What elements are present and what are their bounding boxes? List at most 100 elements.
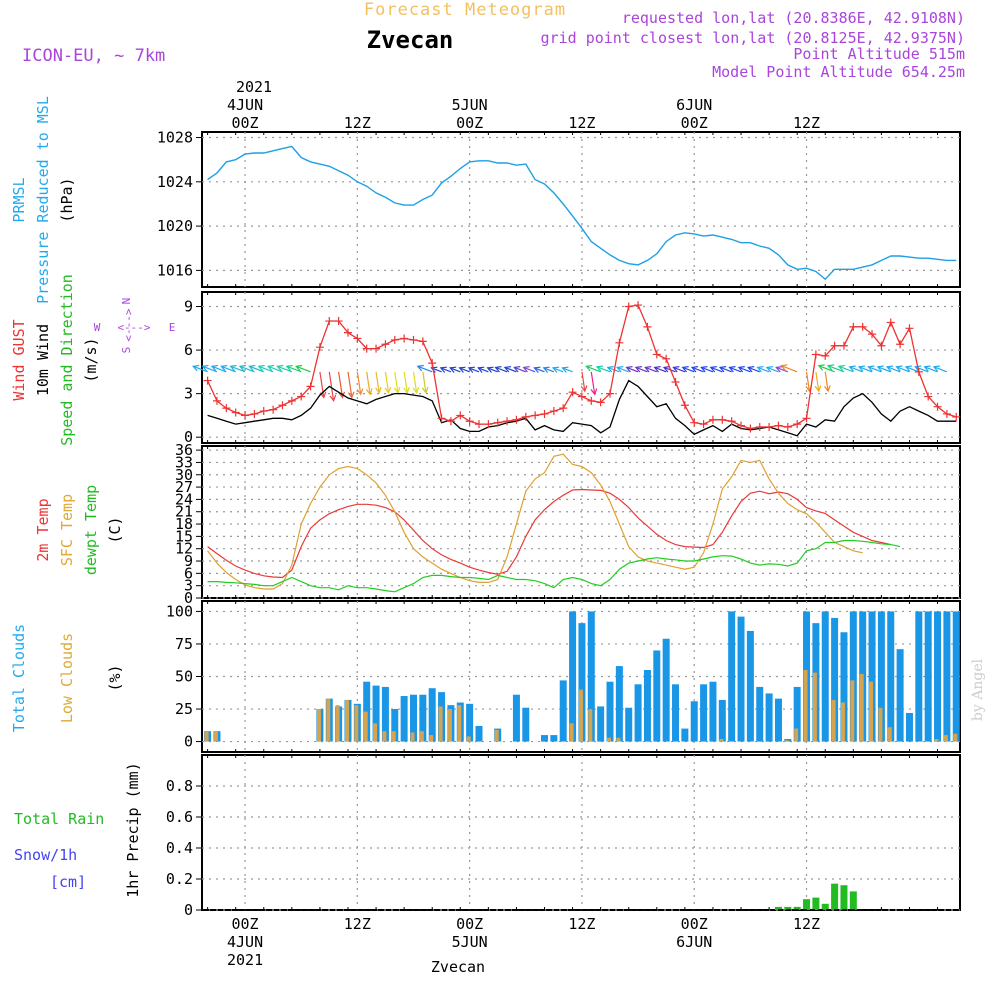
wind-barb-shaft xyxy=(295,365,311,373)
total-cloud-bar xyxy=(905,712,913,742)
gust-marker xyxy=(521,412,530,421)
wind-barb-head xyxy=(192,364,200,372)
low-cloud-bar xyxy=(934,738,939,742)
wind-barb-head xyxy=(747,366,755,373)
wind-barb xyxy=(690,366,704,373)
wind-barb-shaft xyxy=(691,366,704,373)
wind-barb xyxy=(932,365,948,373)
wind-barb-head xyxy=(533,366,541,373)
wind-barb xyxy=(616,366,629,373)
y-tick-label: 24 xyxy=(175,490,193,508)
wind-barb xyxy=(644,366,658,373)
wind-barb-head xyxy=(356,388,364,396)
total-cloud-bar xyxy=(952,611,960,742)
wind-barb-shaft xyxy=(504,366,517,373)
total-cloud-bar xyxy=(372,685,380,742)
wind-barb xyxy=(718,366,732,373)
compass-north: N xyxy=(120,298,133,305)
gust-marker xyxy=(456,411,465,420)
wind-barb-shaft xyxy=(781,365,798,373)
total-cloud-bar xyxy=(681,728,689,742)
wind-barb-shaft xyxy=(607,366,620,373)
gust-marker xyxy=(446,417,455,426)
total-cloud-bar xyxy=(541,735,549,742)
total-cloud-bar xyxy=(915,611,923,742)
gust-marker xyxy=(634,301,643,310)
rain-bar xyxy=(840,885,848,910)
wind-barb-head xyxy=(817,364,825,371)
bottom-time-label: 2021 xyxy=(227,951,263,969)
total-cloud-bar xyxy=(522,707,530,742)
total-cloud-bar xyxy=(943,611,951,742)
wind-barb-shaft xyxy=(748,366,760,373)
gust-marker xyxy=(362,344,371,353)
y-tick-label: 1016 xyxy=(157,261,193,279)
dewpoint-line xyxy=(207,539,901,593)
wind-barb-shaft xyxy=(776,366,789,373)
total-cloud-bar xyxy=(466,703,474,742)
wind-barb xyxy=(229,364,246,373)
wind-barb-shaft xyxy=(635,366,648,373)
wind-barb-head xyxy=(625,366,633,373)
y-tick-label: 9 xyxy=(184,298,193,316)
wind-barb-shaft xyxy=(412,371,418,393)
pressure-axis-label: Pressure Reduced to MSL xyxy=(34,96,52,304)
compass-west: W xyxy=(94,321,101,334)
gust-marker xyxy=(914,367,923,376)
gust-marker xyxy=(250,409,259,418)
wind-barb xyxy=(625,366,639,373)
low-cloud-bar xyxy=(326,698,331,742)
y-tick-label: 30 xyxy=(175,466,193,484)
wind-barb-head xyxy=(595,365,604,372)
total-cloud-bar xyxy=(643,669,651,742)
top-year-label: 2021 xyxy=(236,78,272,96)
wind-barb-shaft xyxy=(394,371,399,393)
wind-barb-shaft xyxy=(192,365,208,373)
total-cloud-bar xyxy=(887,611,895,742)
wind-barb-head xyxy=(681,366,689,373)
wind-barb-shaft xyxy=(581,371,586,392)
wind-barb xyxy=(585,364,601,373)
gust-marker xyxy=(409,335,418,344)
wind-barb-shaft xyxy=(459,367,470,373)
gust-marker xyxy=(241,411,250,420)
gust-marker xyxy=(830,341,839,350)
rain-bar xyxy=(849,891,857,910)
wind-barb-shaft xyxy=(338,371,344,398)
wind-barb-head xyxy=(347,391,355,399)
wind-barb-head xyxy=(365,388,373,396)
wind-barb-shaft xyxy=(562,367,573,373)
rain-bar xyxy=(812,897,820,910)
y-tick-label: 36 xyxy=(175,441,193,459)
wind-barb-shaft xyxy=(523,366,536,373)
wind-barb-shaft xyxy=(468,367,480,373)
temp-axis-label: (C) xyxy=(106,516,124,543)
gust-marker xyxy=(203,376,212,385)
wind-barb-shaft xyxy=(849,366,863,373)
wind-barb xyxy=(904,365,920,373)
wind-barb-head xyxy=(248,364,256,372)
wind-barb-shaft xyxy=(729,366,742,373)
gust-marker xyxy=(437,414,446,423)
gust-marker xyxy=(737,421,746,430)
wind-barb-shaft xyxy=(596,366,611,373)
total-cloud-bar xyxy=(569,611,577,742)
wind-barb-head xyxy=(700,366,708,373)
total-cloud-bar xyxy=(690,701,698,742)
wind-barb xyxy=(606,366,620,373)
y-tick-label: 6 xyxy=(184,564,193,582)
total-cloud-bar xyxy=(709,681,717,742)
y-tick-label: 0.6 xyxy=(166,808,193,826)
wind-barb xyxy=(837,364,854,373)
wind-barb xyxy=(328,371,337,402)
total-cloud-bar xyxy=(756,686,764,742)
wind-barb-head xyxy=(522,366,530,373)
wind-barb xyxy=(285,364,302,373)
wind-barb-shaft xyxy=(827,365,845,373)
wind-barb-head xyxy=(551,366,560,373)
total-cloud-bar xyxy=(718,699,726,742)
wind-barb-shaft xyxy=(858,366,873,373)
gust-marker xyxy=(643,322,652,331)
wind-barb-head xyxy=(867,365,875,372)
wind-barb-head xyxy=(932,365,940,372)
